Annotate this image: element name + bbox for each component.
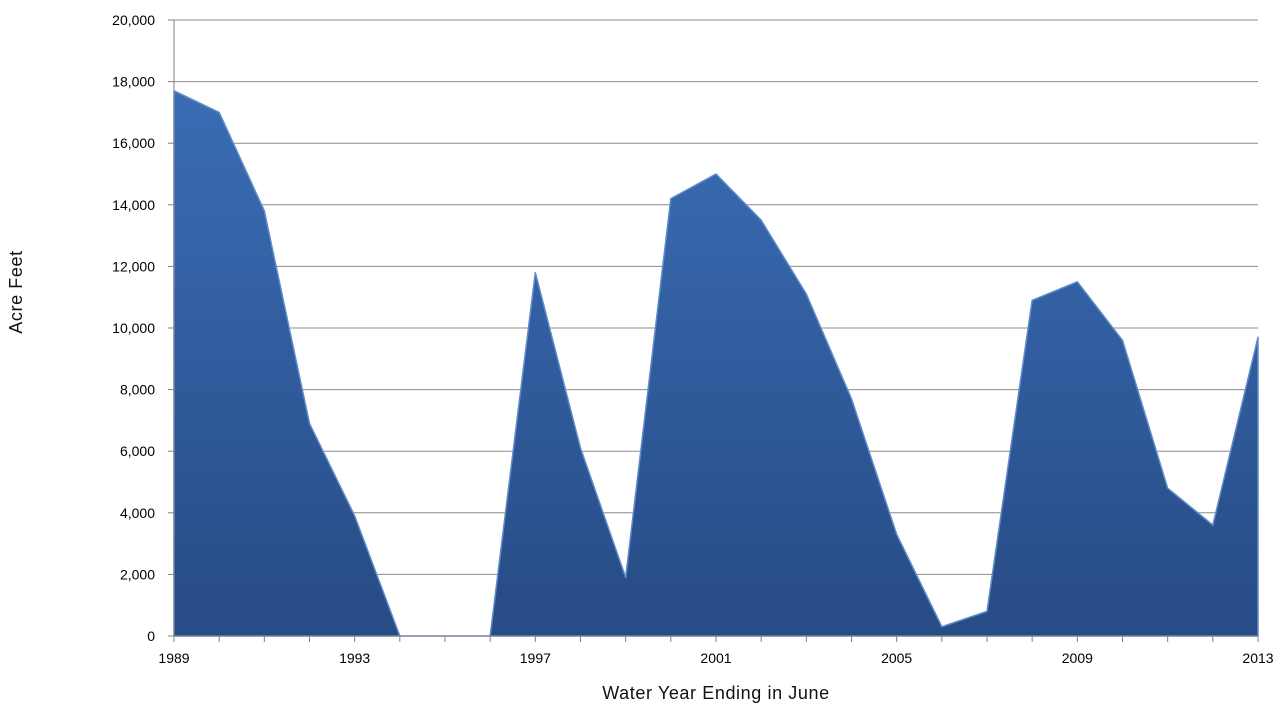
x-tick-labels: 1989 1993 1997 2001 2005 2009 2013	[158, 650, 1273, 666]
y-axis-title: Acre Feet	[6, 250, 26, 333]
y-tick-label: 10,000	[112, 320, 155, 336]
y-tick-label: 14,000	[112, 197, 155, 213]
x-axis-title: Water Year Ending in June	[602, 683, 829, 703]
y-tick-label: 4,000	[120, 505, 155, 521]
y-tick-label: 8,000	[120, 382, 155, 398]
x-tick-label: 1997	[520, 650, 551, 666]
x-tick-label: 2009	[1062, 650, 1093, 666]
x-tick-label: 1989	[158, 650, 189, 666]
y-tick-label: 6,000	[120, 443, 155, 459]
x-tick-label: 2001	[700, 650, 731, 666]
y-tick-label: 18,000	[112, 74, 155, 90]
y-tick-label: 16,000	[112, 135, 155, 151]
x-tick-label: 1993	[339, 650, 370, 666]
axes	[168, 19, 1259, 642]
area-series	[173, 90, 1259, 637]
y-tick-label: 2,000	[120, 566, 155, 582]
series-area	[173, 90, 1259, 637]
y-tick-label: 12,000	[112, 258, 155, 274]
x-tick-label: 2005	[881, 650, 912, 666]
y-tick-label: 20,000	[112, 12, 155, 28]
x-tick-label: 2013	[1242, 650, 1273, 666]
y-tick-label: 0	[147, 628, 155, 644]
y-tick-labels: 0 2,000 4,000 6,000 8,000 10,000 12,000 14,000 1…	[112, 12, 155, 644]
